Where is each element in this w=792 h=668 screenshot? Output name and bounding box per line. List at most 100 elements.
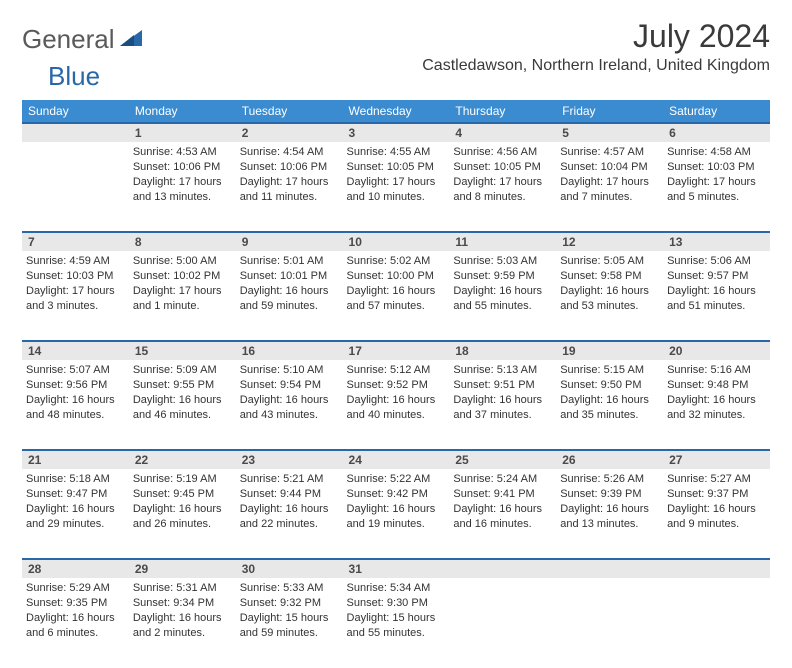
day-cell-line: and 59 minutes. xyxy=(240,626,339,641)
day-cell-line: Sunrise: 4:53 AM xyxy=(133,145,232,160)
day-header: Saturday xyxy=(663,100,770,123)
day-number-cell xyxy=(556,559,663,578)
day-number-cell: 5 xyxy=(556,123,663,142)
day-cell-line: Daylight: 16 hours xyxy=(26,502,125,517)
day-cell-line: Sunrise: 5:16 AM xyxy=(667,363,766,378)
day-cell-line: Daylight: 16 hours xyxy=(133,611,232,626)
day-cell: Sunrise: 5:06 AMSunset: 9:57 PMDaylight:… xyxy=(663,251,770,341)
day-cell-line: and 11 minutes. xyxy=(240,190,339,205)
day-cell-line: Sunset: 9:56 PM xyxy=(26,378,125,393)
day-cell: Sunrise: 5:00 AMSunset: 10:02 PMDaylight… xyxy=(129,251,236,341)
day-cell-line: Sunrise: 5:27 AM xyxy=(667,472,766,487)
day-cell-line: Daylight: 15 hours xyxy=(240,611,339,626)
day-number-cell: 11 xyxy=(449,232,556,251)
location: Castledawson, Northern Ireland, United K… xyxy=(422,57,770,75)
day-cell-line: Sunrise: 5:33 AM xyxy=(240,581,339,596)
day-cell: Sunrise: 5:21 AMSunset: 9:44 PMDaylight:… xyxy=(236,469,343,559)
day-cell-line: Sunrise: 5:26 AM xyxy=(560,472,659,487)
day-header: Sunday xyxy=(22,100,129,123)
day-cell-line: Daylight: 16 hours xyxy=(347,502,446,517)
day-cell-line: Sunrise: 5:03 AM xyxy=(453,254,552,269)
day-cell-line: Sunrise: 5:24 AM xyxy=(453,472,552,487)
day-cell-line: and 19 minutes. xyxy=(347,517,446,532)
day-body-row: Sunrise: 5:07 AMSunset: 9:56 PMDaylight:… xyxy=(22,360,770,450)
day-cell-line: Sunset: 9:44 PM xyxy=(240,487,339,502)
day-number-cell: 15 xyxy=(129,341,236,360)
day-header: Wednesday xyxy=(343,100,450,123)
day-cell-line: Daylight: 17 hours xyxy=(667,175,766,190)
day-cell: Sunrise: 4:54 AMSunset: 10:06 PMDaylight… xyxy=(236,142,343,232)
day-cell: Sunrise: 5:09 AMSunset: 9:55 PMDaylight:… xyxy=(129,360,236,450)
day-cell-line: and 59 minutes. xyxy=(240,299,339,314)
day-cell-line: Daylight: 17 hours xyxy=(560,175,659,190)
day-cell-line: Sunset: 9:59 PM xyxy=(453,269,552,284)
day-cell-line: Sunset: 9:58 PM xyxy=(560,269,659,284)
day-header: Thursday xyxy=(449,100,556,123)
day-cell-line: Daylight: 17 hours xyxy=(26,284,125,299)
day-cell-line: and 55 minutes. xyxy=(453,299,552,314)
day-cell-line: and 29 minutes. xyxy=(26,517,125,532)
day-cell-line: and 13 minutes. xyxy=(133,190,232,205)
day-cell-line: and 57 minutes. xyxy=(347,299,446,314)
day-cell-line: and 53 minutes. xyxy=(560,299,659,314)
day-cell-line: Sunrise: 5:06 AM xyxy=(667,254,766,269)
day-cell-line: Daylight: 16 hours xyxy=(26,393,125,408)
day-cell-line: Daylight: 17 hours xyxy=(240,175,339,190)
day-number-cell: 28 xyxy=(22,559,129,578)
day-cell-line: Sunrise: 5:31 AM xyxy=(133,581,232,596)
day-cell-line: Sunrise: 5:13 AM xyxy=(453,363,552,378)
day-cell-line: Daylight: 17 hours xyxy=(347,175,446,190)
day-number-cell: 20 xyxy=(663,341,770,360)
day-cell: Sunrise: 5:26 AMSunset: 9:39 PMDaylight:… xyxy=(556,469,663,559)
day-cell xyxy=(22,142,129,232)
day-cell: Sunrise: 4:56 AMSunset: 10:05 PMDaylight… xyxy=(449,142,556,232)
day-cell-line: Sunset: 9:52 PM xyxy=(347,378,446,393)
day-cell-line: and 43 minutes. xyxy=(240,408,339,423)
day-cell-line: Sunset: 9:42 PM xyxy=(347,487,446,502)
day-cell-line: Sunrise: 5:05 AM xyxy=(560,254,659,269)
day-cell-line: Sunrise: 5:07 AM xyxy=(26,363,125,378)
day-cell-line: Daylight: 16 hours xyxy=(26,611,125,626)
day-cell-line: Sunset: 9:30 PM xyxy=(347,596,446,611)
day-cell-line: and 3 minutes. xyxy=(26,299,125,314)
day-number-cell xyxy=(22,123,129,142)
day-number-cell: 18 xyxy=(449,341,556,360)
day-cell: Sunrise: 5:33 AMSunset: 9:32 PMDaylight:… xyxy=(236,578,343,668)
day-cell-line: Sunset: 9:35 PM xyxy=(26,596,125,611)
logo: General xyxy=(22,24,144,55)
day-number-row: 123456 xyxy=(22,123,770,142)
day-cell-line: Sunrise: 4:57 AM xyxy=(560,145,659,160)
day-number-cell: 9 xyxy=(236,232,343,251)
day-cell-line: and 9 minutes. xyxy=(667,517,766,532)
day-cell: Sunrise: 5:01 AMSunset: 10:01 PMDaylight… xyxy=(236,251,343,341)
day-cell-line: Sunset: 9:57 PM xyxy=(667,269,766,284)
day-cell-line: Daylight: 16 hours xyxy=(560,502,659,517)
day-cell: Sunrise: 4:53 AMSunset: 10:06 PMDaylight… xyxy=(129,142,236,232)
day-cell-line: Sunset: 9:50 PM xyxy=(560,378,659,393)
title-block: July 2024 Castledawson, Northern Ireland… xyxy=(422,18,770,81)
day-cell-line: Sunset: 10:04 PM xyxy=(560,160,659,175)
day-cell: Sunrise: 5:10 AMSunset: 9:54 PMDaylight:… xyxy=(236,360,343,450)
day-cell-line: Daylight: 17 hours xyxy=(133,175,232,190)
day-cell-line: Sunset: 9:32 PM xyxy=(240,596,339,611)
day-cell-line: and 26 minutes. xyxy=(133,517,232,532)
day-number-cell: 10 xyxy=(343,232,450,251)
day-cell-line: Daylight: 16 hours xyxy=(560,284,659,299)
day-cell-line: Daylight: 16 hours xyxy=(453,284,552,299)
day-cell-line: Sunset: 9:55 PM xyxy=(133,378,232,393)
day-cell-line: Sunrise: 4:55 AM xyxy=(347,145,446,160)
logo-text-blue: Blue xyxy=(48,61,100,92)
day-number-cell: 16 xyxy=(236,341,343,360)
day-cell-line: Sunrise: 5:34 AM xyxy=(347,581,446,596)
day-cell-line: Sunset: 10:06 PM xyxy=(133,160,232,175)
day-cell: Sunrise: 5:22 AMSunset: 9:42 PMDaylight:… xyxy=(343,469,450,559)
day-body-row: Sunrise: 4:59 AMSunset: 10:03 PMDaylight… xyxy=(22,251,770,341)
day-cell-line: Sunset: 9:47 PM xyxy=(26,487,125,502)
day-cell xyxy=(449,578,556,668)
day-number-cell: 19 xyxy=(556,341,663,360)
day-cell: Sunrise: 5:12 AMSunset: 9:52 PMDaylight:… xyxy=(343,360,450,450)
day-body-row: Sunrise: 5:18 AMSunset: 9:47 PMDaylight:… xyxy=(22,469,770,559)
day-cell-line: Daylight: 16 hours xyxy=(667,393,766,408)
day-cell-line: and 5 minutes. xyxy=(667,190,766,205)
day-number-cell: 2 xyxy=(236,123,343,142)
